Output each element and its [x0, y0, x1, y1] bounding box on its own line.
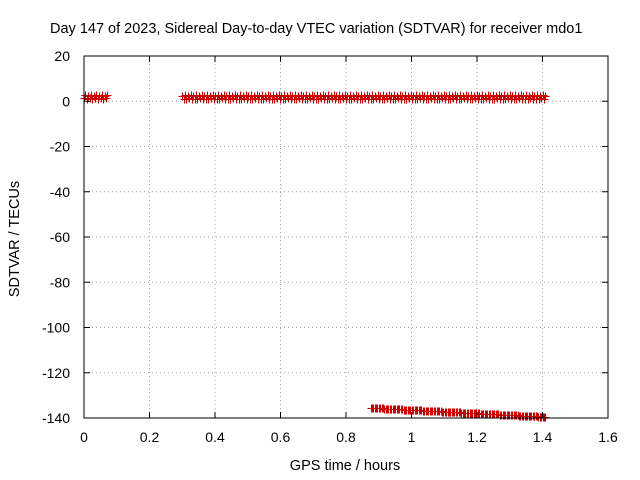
chart-title: Day 147 of 2023, Sidereal Day-to-day VTE…: [50, 21, 582, 37]
y-tick-label: -140: [42, 410, 70, 426]
data-point: [539, 91, 548, 100]
series-sdtvar-segment-2: [178, 91, 550, 104]
series-sdtvar-segment-1: [80, 91, 112, 104]
data-point: [437, 407, 446, 416]
x-tick-label: 1.6: [598, 429, 618, 445]
x-tick-label: 0.8: [336, 429, 356, 445]
x-tick-label: 0: [80, 429, 88, 445]
data-points: [80, 91, 550, 422]
y-tick-label: 0: [62, 93, 70, 109]
series-sdtvar-segment-3: [367, 404, 550, 422]
y-tick-label: -40: [50, 184, 70, 200]
y-tick-label: -80: [50, 274, 70, 290]
x-tick-label: 1: [408, 429, 416, 445]
y-tick-label: -120: [42, 365, 70, 381]
y-tick-label: -60: [50, 229, 70, 245]
data-point: [541, 92, 550, 101]
grid: [84, 56, 608, 418]
y-tick-label: 20: [54, 48, 70, 64]
x-tick-label: 0.4: [205, 429, 225, 445]
y-tick-label: -100: [42, 320, 70, 336]
x-tick-label: 0.2: [140, 429, 160, 445]
x-tick-label: 1.4: [533, 429, 553, 445]
data-point: [101, 92, 110, 101]
tick-labels: 0 0.2 0.4 0.6 0.8 1 1.2 1.4 1.6 20 0 -20 -40 -60 -80 -1…: [42, 48, 618, 445]
x-tick-label: 0.6: [271, 429, 291, 445]
x-tick-label: 1.2: [467, 429, 487, 445]
x-axis-label: GPS time / hours: [290, 458, 400, 474]
data-point: [103, 91, 112, 100]
y-tick-label: -20: [50, 139, 70, 155]
y-axis-label: SDTVAR / TECUs: [7, 181, 23, 297]
ticks: [83, 55, 609, 419]
